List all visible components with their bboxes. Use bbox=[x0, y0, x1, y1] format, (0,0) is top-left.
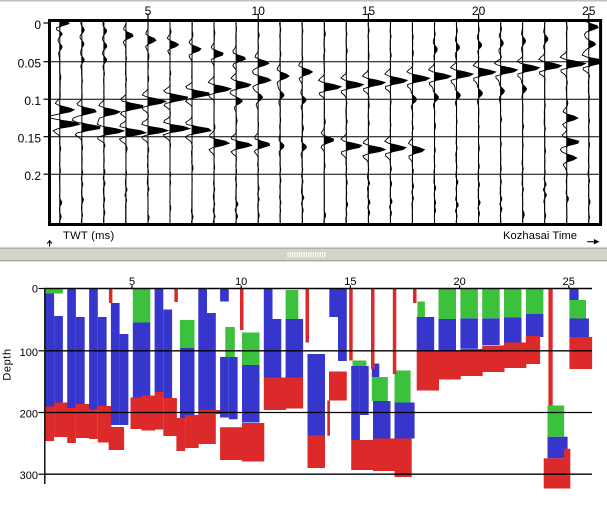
svg-text:5: 5 bbox=[129, 276, 135, 288]
svg-text:0.2: 0.2 bbox=[24, 169, 41, 183]
svg-text:15: 15 bbox=[344, 276, 356, 288]
svg-text:Depth: Depth bbox=[2, 348, 14, 380]
svg-text:10: 10 bbox=[235, 276, 247, 288]
svg-text:0.1: 0.1 bbox=[24, 94, 41, 108]
svg-text:300: 300 bbox=[20, 470, 38, 482]
svg-text:0.05: 0.05 bbox=[18, 57, 42, 71]
svg-text:25: 25 bbox=[582, 4, 596, 18]
svg-text:5: 5 bbox=[145, 4, 152, 18]
svg-text:0.15: 0.15 bbox=[18, 132, 42, 146]
svg-text:TWT (ms): TWT (ms) bbox=[63, 230, 115, 242]
svg-text:100: 100 bbox=[20, 347, 38, 359]
svg-text:200: 200 bbox=[20, 409, 38, 421]
svg-text:10: 10 bbox=[252, 4, 266, 18]
svg-text:15: 15 bbox=[362, 4, 376, 18]
svg-text:0: 0 bbox=[34, 18, 41, 32]
svg-text:20: 20 bbox=[472, 4, 486, 18]
svg-text:25: 25 bbox=[563, 276, 575, 288]
svg-text:0: 0 bbox=[32, 284, 38, 296]
svg-text:Kozhasai Time: Kozhasai Time bbox=[503, 230, 577, 242]
svg-text:20: 20 bbox=[453, 276, 465, 288]
